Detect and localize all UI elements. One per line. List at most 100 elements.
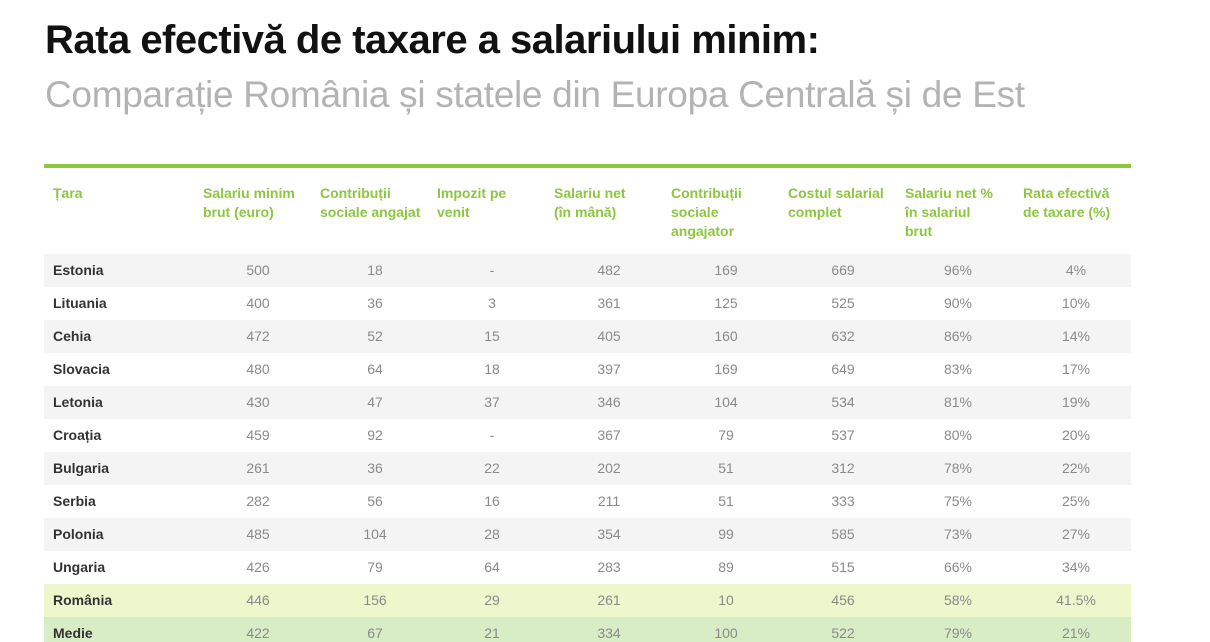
income-tax-cell: -: [489, 427, 495, 443]
net-salary-cell: 211: [597, 493, 621, 509]
employee-contributions-cell: 56: [367, 493, 383, 509]
employee-contributions-cell: 79: [367, 559, 383, 575]
table-row: Ungaria 426 79 64 283 89 515 66% 34%: [44, 551, 1131, 584]
net-share-cell: 73%: [943, 526, 973, 542]
table-header: Țara Salariu minim brut (euro) Contribuții…: [44, 168, 1131, 254]
income-tax-cell: 18: [484, 361, 500, 377]
employer-contributions-cell: 100: [714, 625, 738, 641]
income-tax-cell: 29: [484, 592, 500, 608]
income-tax-cell: 28: [484, 526, 500, 542]
country-name-cell: Polonia: [53, 526, 104, 542]
gross-min-salary-cell: 480: [246, 361, 270, 377]
effective-tax-rate-cell: 25%: [1061, 493, 1091, 509]
table-row: România 446 156 29 261 10 456 58% 41.5%: [44, 584, 1131, 617]
net-salary-cell: 397: [597, 361, 621, 377]
header-employee-contributions: Contribuții sociale angajat: [320, 185, 421, 220]
employer-contributions-cell: 10: [718, 592, 734, 608]
country-name-cell: Cehia: [53, 328, 92, 344]
employee-contributions-cell: 36: [367, 295, 383, 311]
employee-contributions-cell: 92: [367, 427, 383, 443]
employer-contributions-cell: 169: [714, 262, 738, 278]
net-share-cell: 58%: [943, 592, 973, 608]
employee-contributions-cell: 104: [363, 526, 387, 542]
employee-contributions-cell: 47: [367, 394, 383, 410]
effective-tax-rate-cell: 10%: [1061, 295, 1091, 311]
income-tax-cell: 3: [488, 295, 496, 311]
table-row: Bulgaria 261 36 22 202 51 312 78% 22%: [44, 452, 1131, 485]
employee-contributions-cell: 156: [363, 592, 387, 608]
income-tax-cell: 21: [484, 625, 500, 641]
gross-min-salary-cell: 261: [246, 460, 270, 476]
employer-contributions-cell: 51: [718, 493, 734, 509]
effective-tax-rate-cell: 34%: [1061, 559, 1091, 575]
country-name-cell: Slovacia: [53, 361, 110, 377]
header-country: Țara: [53, 185, 83, 201]
net-share-cell: 90%: [943, 295, 973, 311]
effective-tax-rate-cell: 4%: [1065, 262, 1087, 278]
table-row: Cehia 472 52 15 405 160 632 86% 14%: [44, 320, 1131, 353]
effective-tax-rate-cell: 19%: [1061, 394, 1091, 410]
gross-min-salary-cell: 459: [246, 427, 270, 443]
tax-rate-table: Țara Salariu minim brut (euro) Contribuții…: [44, 168, 1131, 642]
net-salary-cell: 405: [597, 328, 621, 344]
effective-tax-rate-cell: 14%: [1061, 328, 1091, 344]
header-divider: [44, 164, 1131, 168]
net-salary-cell: 261: [597, 592, 621, 608]
net-share-cell: 86%: [943, 328, 973, 344]
net-salary-cell: 482: [597, 262, 621, 278]
net-share-cell: 66%: [943, 559, 973, 575]
page-subtitle: Comparație România și statele din Europa…: [45, 74, 1025, 115]
header-income-tax: Impozit pe venit: [437, 185, 507, 220]
employer-contributions-cell: 99: [718, 526, 734, 542]
table-body: Estonia 500 18-482 169 669 96% 4% Lituania 400 36…: [44, 254, 1131, 642]
total-labor-cost-cell: 534: [831, 394, 855, 410]
total-labor-cost-cell: 333: [831, 493, 855, 509]
total-labor-cost-cell: 515: [831, 559, 855, 575]
employer-contributions-cell: 51: [718, 460, 734, 476]
header-net-salary: Salariu net (în mână): [554, 185, 626, 220]
country-name-cell: Serbia: [53, 493, 96, 509]
gross-min-salary-cell: 426: [246, 559, 270, 575]
country-name-cell: Bulgaria: [53, 460, 110, 476]
total-labor-cost-cell: 522: [831, 625, 855, 641]
country-name-cell: Croația: [53, 427, 102, 443]
income-tax-cell: 16: [484, 493, 500, 509]
country-name-cell: Medie: [53, 625, 93, 641]
gross-min-salary-cell: 485: [246, 526, 270, 542]
header-employer-contributions: Contribuții sociale angajator: [671, 185, 742, 239]
country-name-cell: România: [53, 592, 113, 608]
employee-contributions-cell: 36: [367, 460, 383, 476]
total-labor-cost-cell: 456: [831, 592, 855, 608]
employee-contributions-cell: 67: [367, 625, 383, 641]
effective-tax-rate-cell: 20%: [1061, 427, 1091, 443]
effective-tax-rate-cell: 17%: [1061, 361, 1091, 377]
country-name-cell: Ungaria: [53, 559, 106, 575]
employer-contributions-cell: 125: [714, 295, 738, 311]
effective-tax-rate-cell: 27%: [1061, 526, 1091, 542]
total-labor-cost-cell: 649: [831, 361, 855, 377]
net-salary-cell: 346: [597, 394, 621, 410]
income-tax-cell: -: [489, 262, 495, 278]
effective-tax-rate-cell: 22%: [1061, 460, 1091, 476]
effective-tax-rate-cell: 41.5%: [1056, 592, 1096, 608]
header-effective-tax-rate: Rata efectivă de taxare (%): [1023, 185, 1111, 220]
table-row: Estonia 500 18 - 482 169 669 96% 4%: [44, 254, 1131, 287]
country-name-cell: Lituania: [53, 295, 107, 311]
country-name-cell: Estonia: [53, 262, 104, 278]
income-tax-cell: 22: [484, 460, 500, 476]
gross-min-salary-cell: 422: [246, 625, 270, 641]
gross-min-salary-cell: 446: [246, 592, 270, 608]
gross-min-salary-cell: 472: [246, 328, 270, 344]
employee-contributions-cell: 52: [367, 328, 383, 344]
employer-contributions-cell: 89: [718, 559, 734, 575]
employer-contributions-cell: 169: [714, 361, 738, 377]
total-labor-cost-cell: 312: [831, 460, 855, 476]
employer-contributions-cell: 79: [718, 427, 734, 443]
total-labor-cost-cell: 585: [831, 526, 855, 542]
total-labor-cost-cell: 525: [831, 295, 855, 311]
gross-min-salary-cell: 500: [246, 262, 270, 278]
net-share-cell: 83%: [943, 361, 973, 377]
table-row: Letonia 430 47 37 346 104 534 81% 19%: [44, 386, 1131, 419]
employer-contributions-cell: 160: [714, 328, 738, 344]
